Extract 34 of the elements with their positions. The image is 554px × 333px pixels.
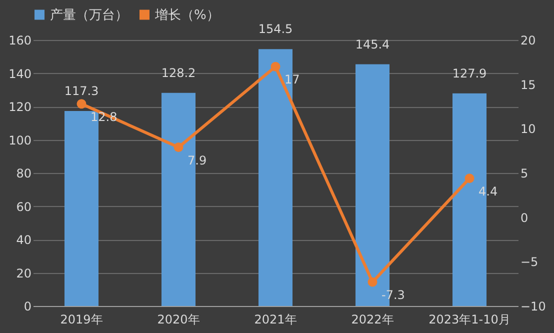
data-label: 127.9	[452, 66, 487, 80]
y2-tick-label: 5	[520, 166, 528, 180]
x-tick-label: 2023年1-10月	[428, 312, 510, 326]
y-tick-label: 20	[16, 266, 32, 280]
y-tick-label: 120	[8, 100, 32, 114]
legend-label: 产量（万台）	[50, 8, 128, 23]
y2-tick-label: 15	[520, 78, 536, 92]
x-tick-label: 2020年	[157, 312, 200, 326]
y2-tick-label: −10	[520, 300, 546, 314]
y-tick-label: 0	[24, 300, 32, 314]
y-tick-label: 40	[16, 233, 32, 247]
y-tick-label: 80	[16, 166, 32, 180]
y2-tick-label: −5	[520, 255, 538, 270]
data-label: 117.3	[64, 84, 99, 98]
point	[270, 62, 280, 72]
point	[174, 142, 184, 152]
y2-tick-label: 20	[520, 34, 536, 48]
point	[76, 99, 86, 109]
y2-tick-label: 0	[520, 210, 528, 225]
data-label: 154.5	[258, 22, 293, 36]
point	[464, 174, 474, 184]
y2-tick-label: 10	[520, 122, 536, 136]
point	[368, 277, 378, 287]
y-tick-label: 60	[16, 200, 32, 214]
x-tick-label: 2022年	[351, 312, 394, 326]
y-tick-label: 100	[8, 133, 32, 148]
data-label: 128.2	[161, 66, 196, 80]
data-label: 12.8	[90, 110, 118, 124]
y-tick-label: 160	[8, 34, 32, 48]
x-tick-label: 2021年	[254, 312, 297, 326]
data-label: 145.4	[355, 37, 390, 52]
legend-label: 增长（%）	[154, 8, 220, 23]
x-tick-label: 2019年	[60, 312, 103, 326]
y-tick-label: 140	[8, 66, 32, 81]
